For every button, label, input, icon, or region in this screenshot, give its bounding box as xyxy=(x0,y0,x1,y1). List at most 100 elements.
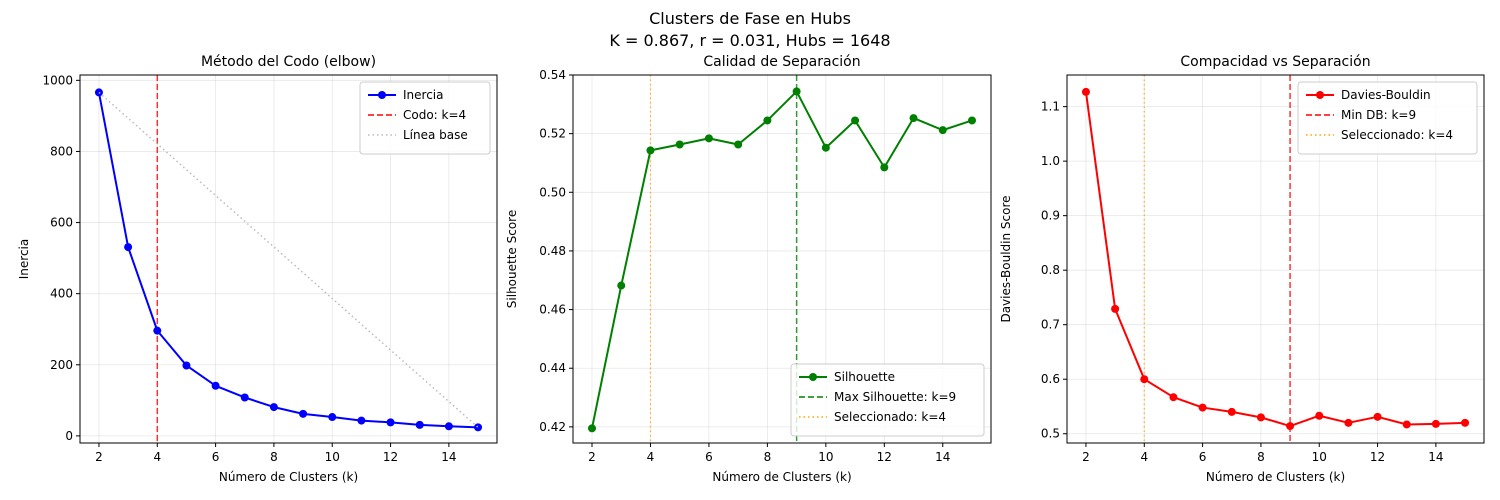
chart-title: Compacidad vs Separación xyxy=(1180,54,1370,70)
x-axis-label: Número de Clusters (k) xyxy=(712,470,851,484)
legend: Silhouette Max Silhouette: k=9 Seleccionad… xyxy=(790,363,985,437)
legend-label: Línea base xyxy=(403,128,468,142)
data-point xyxy=(646,146,655,155)
y-tick-label: 800 xyxy=(50,144,73,158)
figure-suptitle-line2: K = 0.867, r = 0.031, Hubs = 1648 xyxy=(609,31,890,50)
data-point xyxy=(1198,403,1207,412)
data-point xyxy=(1140,375,1149,384)
x-tick-label: 2 xyxy=(1082,450,1090,464)
y-tick-label: 0.8 xyxy=(1041,263,1060,277)
data-point xyxy=(474,423,483,432)
figure-suptitle-line1: Clusters de Fase en Hubs xyxy=(649,9,851,28)
data-point xyxy=(1344,418,1353,427)
y-tick-label: 0.52 xyxy=(539,127,566,141)
data-point xyxy=(763,116,772,125)
data-point xyxy=(968,116,976,125)
y-tick-label: 0.9 xyxy=(1041,209,1060,223)
axes-frame xyxy=(572,74,992,444)
data-point xyxy=(1461,418,1470,427)
y-tick-label: 0.42 xyxy=(539,420,566,434)
series-line-1 xyxy=(97,92,479,429)
data-point xyxy=(1315,411,1324,420)
x-tick-label: 14 xyxy=(441,450,456,464)
data-point xyxy=(938,126,947,135)
y-tick-label: 1.0 xyxy=(1041,154,1060,168)
legend-box xyxy=(359,81,491,155)
y-tick-label: 0.6 xyxy=(1041,372,1060,386)
data-point xyxy=(328,413,337,422)
legend-label: Inercia xyxy=(403,88,443,102)
legend-marker xyxy=(1316,91,1324,99)
x-tick-label: 10 xyxy=(325,450,340,464)
plot-area xyxy=(94,75,483,443)
legend-label: Seleccionado: k=4 xyxy=(1341,128,1453,142)
x-tick-label: 4 xyxy=(153,450,161,464)
data-point xyxy=(821,143,830,152)
y-tick-label: 0 xyxy=(65,429,73,443)
y-tick-label: 0.5 xyxy=(1041,427,1060,441)
plot-area xyxy=(1081,75,1470,443)
legend-marker xyxy=(809,373,817,381)
data-point xyxy=(444,422,453,431)
x-tick-label: 12 xyxy=(383,450,398,464)
y-tick-label: 0.48 xyxy=(539,244,566,258)
data-point xyxy=(182,361,191,370)
y-tick-label: 600 xyxy=(50,216,73,230)
chart-panel-1: 2 4 6 8 10 12 14 0 200 400 600 800 1000 Método del Co… xyxy=(17,54,498,484)
data-point xyxy=(792,87,801,96)
data-point xyxy=(240,393,249,402)
data-point xyxy=(1286,422,1295,431)
x-tick-label: 8 xyxy=(1257,450,1265,464)
data-point xyxy=(1431,419,1440,428)
x-tick-label: 2 xyxy=(95,450,103,464)
x-tick-label: 6 xyxy=(212,450,220,464)
data-point xyxy=(1402,420,1411,429)
y-tick-label: 1000 xyxy=(42,73,73,87)
x-axis-label: Número de Clusters (k) xyxy=(1206,470,1345,484)
x-tick-label: 14 xyxy=(1428,450,1443,464)
series-line-1 xyxy=(591,90,973,429)
y-tick-label: 400 xyxy=(50,287,73,301)
legend-label: Codo: k=4 xyxy=(403,108,466,122)
legend-label: Seleccionado: k=4 xyxy=(834,410,946,424)
y-tick-label: 1.1 xyxy=(1041,100,1060,114)
x-axis-label: Número de Clusters (k) xyxy=(219,470,358,484)
legend: Inercia Codo: k=4 Línea base xyxy=(359,81,491,155)
y-axis-label: Davies-Bouldin Score xyxy=(999,195,1013,322)
x-tick-label: 6 xyxy=(705,450,713,464)
data-point xyxy=(153,326,162,335)
x-tick-label: 10 xyxy=(1312,450,1327,464)
data-point xyxy=(851,116,860,125)
y-tick-label: 200 xyxy=(50,358,73,372)
data-point xyxy=(1227,407,1236,416)
legend: Davies-Bouldin Min DB: k=9 Seleccionado: k… xyxy=(1297,81,1478,155)
data-point xyxy=(734,140,743,149)
data-point xyxy=(704,134,713,143)
series-line-2 xyxy=(98,91,479,428)
legend-label: Davies-Bouldin xyxy=(1341,88,1431,102)
x-tick-label: 12 xyxy=(877,450,892,464)
series-line-1 xyxy=(1084,91,1466,428)
y-tick-label: 0.7 xyxy=(1041,318,1060,332)
data-point xyxy=(617,281,626,290)
data-point xyxy=(1111,304,1120,313)
y-tick-label: 0.50 xyxy=(539,185,566,199)
x-tick-label: 6 xyxy=(1199,450,1207,464)
data-point xyxy=(1169,393,1178,402)
legend-box xyxy=(790,363,985,437)
legend-label: Max Silhouette: k=9 xyxy=(834,390,956,404)
axes-frame xyxy=(79,74,498,444)
data-point xyxy=(1256,413,1265,422)
y-tick-label: 0.44 xyxy=(539,361,566,375)
y-axis-label: Silhouette Score xyxy=(505,210,519,308)
data-point xyxy=(124,243,133,252)
data-point xyxy=(880,163,889,172)
data-point xyxy=(299,409,308,418)
legend-box xyxy=(1297,81,1478,155)
chart-title: Calidad de Separación xyxy=(703,54,860,70)
data-point xyxy=(1081,87,1090,96)
data-point xyxy=(269,403,278,412)
data-point xyxy=(588,424,596,433)
